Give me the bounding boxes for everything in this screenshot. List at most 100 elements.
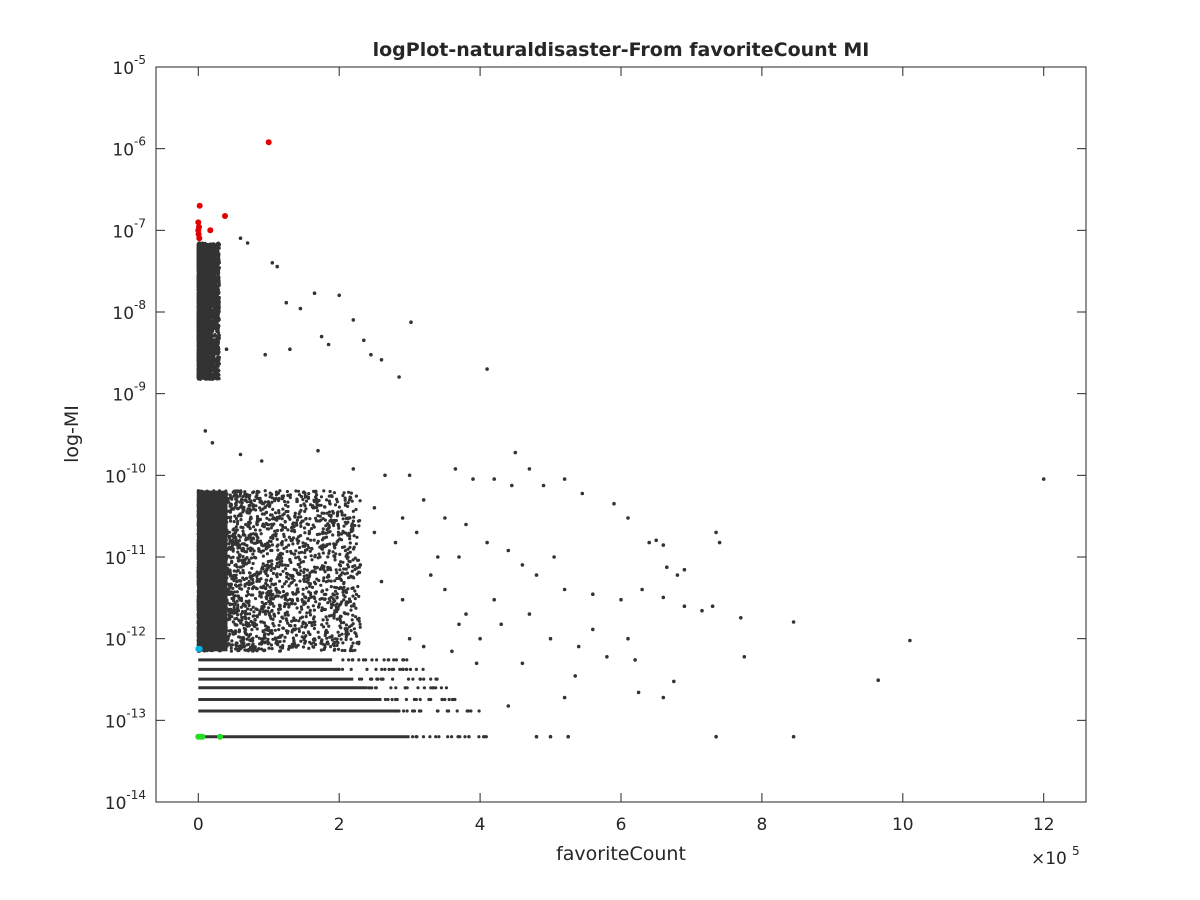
data-point [323,505,327,509]
data-point [230,639,234,643]
data-point [283,603,287,607]
data-point [264,601,268,606]
data-point [339,637,343,641]
data-point [346,516,350,520]
data-point [275,544,279,548]
data-point [333,585,337,589]
data-point [235,590,239,594]
data-point [355,572,359,576]
data-point [322,647,326,651]
data-point [286,528,290,532]
data-point [227,563,231,567]
data-point [356,617,360,621]
data-point [245,637,249,641]
data-point [236,647,240,651]
data-point [272,604,276,608]
data-point [276,548,280,552]
data-point [335,497,339,501]
data-point [321,642,325,646]
data-point [258,592,262,596]
data-point [241,623,245,627]
data-point [295,518,299,522]
data-point [268,544,272,548]
data-point [293,623,297,628]
data-point [294,549,298,553]
data-point [324,524,328,528]
data-point [250,637,254,641]
data-point [243,609,247,613]
data-point [266,626,271,630]
data-point [255,634,259,639]
data-point [241,554,245,559]
data-point [252,525,256,529]
data-point [269,548,273,553]
data-point [288,495,292,500]
data-point [317,636,321,640]
data-point [268,585,272,589]
data-point [328,501,332,505]
data-point [244,557,248,561]
data-point [293,514,297,518]
data-point [295,590,299,595]
data-point [282,546,286,551]
data-point [260,512,264,516]
data-point [303,635,307,639]
data-point [236,519,240,524]
data-point [348,541,352,545]
data-point [232,534,236,538]
data-point [300,598,304,602]
data-point [302,502,306,506]
data-point [321,543,325,547]
data-point [353,556,357,560]
data-point [232,494,236,498]
data-point [287,645,291,650]
data-point [318,514,322,518]
data-point [234,537,238,541]
data-point [233,617,237,621]
data-point [327,513,331,518]
data-point [264,595,268,599]
data-point [349,629,353,633]
data-point [334,568,338,572]
data-point [257,547,261,551]
data-point [228,603,232,607]
data-point [303,625,307,629]
data-point [332,614,336,618]
data-point [331,550,335,554]
data-point [238,535,242,539]
data-point [327,624,331,628]
data-point [301,560,306,564]
data-point [343,627,347,631]
data-point [228,530,232,534]
data-point [278,645,282,649]
data-point [292,641,296,645]
data-point [310,623,314,628]
data-point [301,645,306,649]
data-point [274,493,279,497]
data-point [335,610,339,614]
data-point [234,497,238,501]
data-point [280,528,284,532]
data-point [302,490,306,494]
data-point [270,500,274,504]
data-point [328,542,332,546]
data-point [258,506,262,510]
data-point [240,618,244,622]
data-point [236,559,240,563]
data-point [302,574,306,578]
data-point [269,596,273,600]
data-point [255,571,259,575]
data-point [319,503,323,507]
data-point [248,509,252,513]
data-point [299,524,303,529]
data-point [252,610,256,614]
data-point [253,645,257,649]
data-point [255,574,259,579]
data-point [266,563,270,567]
data-point [252,614,256,618]
data-point [258,498,262,502]
data-point [325,498,329,502]
data-point [313,570,318,574]
data-point [229,495,233,500]
data-point [353,589,357,593]
